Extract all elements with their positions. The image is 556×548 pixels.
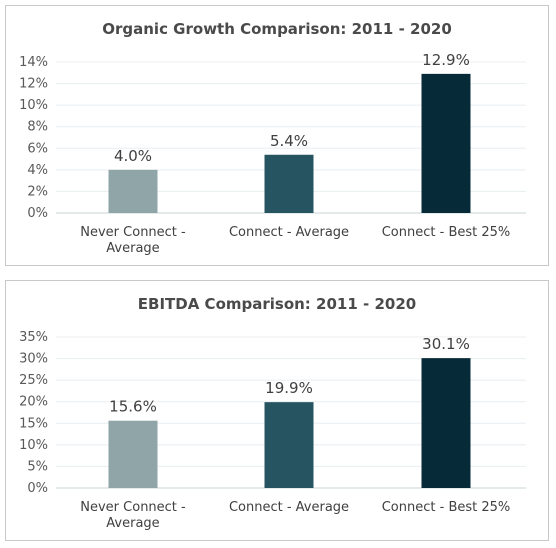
y-tick-label: 35% bbox=[19, 330, 48, 345]
y-tick-label: 25% bbox=[19, 373, 48, 388]
category-label: Connect - Average bbox=[229, 500, 349, 515]
bar bbox=[421, 73, 471, 213]
ebitda-chart-panel: EBITDA Comparison: 2011 - 2020 0% 5% 10% 15… bbox=[5, 280, 549, 541]
category-label: Never Connect - bbox=[80, 225, 186, 240]
category-label: Connect - Average bbox=[229, 225, 349, 240]
y-tick-label: 0% bbox=[27, 206, 48, 221]
chart-title: Organic Growth Comparison: 2011 - 2020 bbox=[102, 20, 452, 38]
y-tick-label: 0% bbox=[27, 481, 48, 496]
data-label: 12.9% bbox=[422, 51, 470, 69]
bar bbox=[264, 154, 314, 213]
data-label: 19.9% bbox=[265, 379, 313, 397]
data-label: 30.1% bbox=[422, 335, 470, 353]
y-tick-label: 8% bbox=[27, 120, 48, 135]
data-label: 5.4% bbox=[270, 132, 308, 150]
bar bbox=[108, 420, 158, 488]
y-tick-label: 15% bbox=[19, 416, 48, 431]
organic-growth-chart-panel: Organic Growth Comparison: 2011 - 2020 0… bbox=[5, 5, 549, 266]
category-label: Never Connect - bbox=[80, 500, 186, 515]
data-label: 15.6% bbox=[109, 398, 157, 416]
y-tick-label: 14% bbox=[19, 55, 48, 70]
y-tick-label: 12% bbox=[19, 77, 48, 92]
y-tick-label: 20% bbox=[19, 395, 48, 410]
category-label: Connect - Best 25% bbox=[382, 500, 511, 515]
y-tick-label: 4% bbox=[27, 163, 48, 178]
y-tick-label: 6% bbox=[27, 141, 48, 156]
bar bbox=[108, 169, 158, 213]
ebitda-chart: 0% 5% 10% 15% 20% 25% 30% 35% 15.6% Never Connect… bbox=[19, 330, 526, 531]
organic-growth-chart: 0% 2% 4% 6% 8% 10% 12% 14% 4.0% Never Connect -Av… bbox=[19, 51, 526, 256]
category-label: Average bbox=[106, 241, 159, 256]
bar bbox=[421, 358, 471, 488]
y-tick-label: 30% bbox=[19, 352, 48, 367]
y-tick-label: 10% bbox=[19, 98, 48, 113]
bar bbox=[264, 402, 314, 488]
y-tick-label: 2% bbox=[27, 184, 48, 199]
y-tick-label: 10% bbox=[19, 438, 48, 453]
category-label: Connect - Best 25% bbox=[382, 225, 511, 240]
chart-title: EBITDA Comparison: 2011 - 2020 bbox=[137, 295, 417, 313]
category-label: Average bbox=[106, 516, 159, 531]
data-label: 4.0% bbox=[114, 147, 152, 165]
y-tick-label: 5% bbox=[27, 459, 48, 474]
